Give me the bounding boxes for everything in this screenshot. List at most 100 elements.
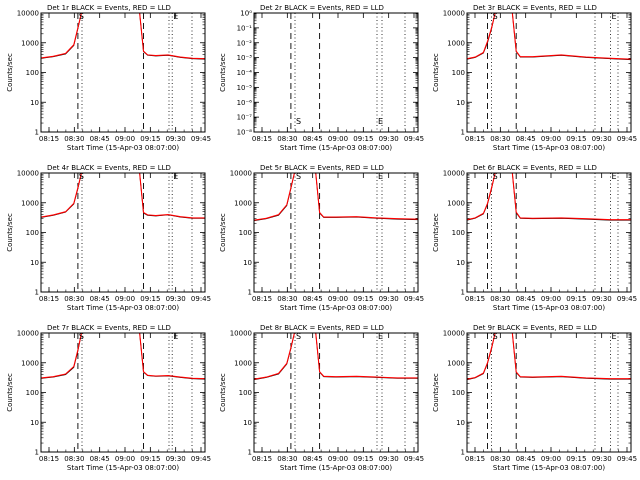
y-tick-label: 10000: [443, 330, 465, 338]
y-tick-label: 10⁻²: [237, 39, 253, 47]
y-tick-label: 100: [452, 389, 465, 397]
x-tick-label: 09:15: [140, 455, 160, 463]
series-line-events: [41, 13, 205, 60]
x-tick-label: 09:45: [404, 135, 424, 143]
x-tick-label: 08:15: [39, 455, 59, 463]
x-axis-label: Start Time (15-Apr-03 08:07:00): [280, 304, 392, 312]
x-tick-label: 09:15: [566, 295, 586, 303]
marker-label: S: [493, 332, 498, 341]
x-tick-label: 09:00: [328, 455, 348, 463]
chart-title: Det 3r BLACK = Events, RED = LLD: [473, 4, 597, 12]
x-tick-label: 09:45: [617, 455, 637, 463]
y-tick-label: 10⁻⁸: [237, 129, 253, 137]
plot-frame: [466, 12, 632, 133]
chart-panel: Det 8r BLACK = Events, RED = LLD Counts/s…: [219, 324, 424, 472]
y-tick-label: 10: [456, 419, 465, 427]
x-axis-label: Start Time (15-Apr-03 08:07:00): [67, 464, 179, 472]
x-tick-label: 08:30: [490, 455, 510, 463]
x-tick-label: 08:45: [516, 455, 536, 463]
x-tick-label: 09:45: [404, 455, 424, 463]
y-tick-label: 10⁻⁶: [237, 99, 253, 107]
y-axis-label: Counts/sec: [6, 373, 14, 412]
x-axis-label: Start Time (15-Apr-03 08:07:00): [280, 144, 392, 152]
y-tick-label: 10: [30, 419, 39, 427]
series-line-lld: [41, 333, 205, 380]
y-axis-label: Counts/sec: [219, 213, 227, 252]
marker-label: E: [173, 172, 178, 181]
x-tick-label: 09:45: [617, 135, 637, 143]
x-tick-label: 09:45: [191, 135, 211, 143]
chart-title: Det 7r BLACK = Events, RED = LLD: [47, 324, 171, 332]
x-tick-label: 09:45: [191, 455, 211, 463]
y-tick-label: 1: [248, 289, 252, 297]
y-tick-label: 10⁻¹: [237, 24, 253, 32]
y-axis-label: Counts/sec: [6, 53, 14, 92]
x-tick-label: 08:45: [303, 295, 323, 303]
x-tick-label: 09:45: [191, 295, 211, 303]
x-tick-label: 08:30: [277, 455, 297, 463]
x-tick-label: 08:15: [252, 295, 272, 303]
y-tick-label: 1000: [234, 359, 252, 367]
x-tick-label: 08:15: [39, 295, 59, 303]
x-tick-label: 09:00: [541, 295, 561, 303]
marker-label: S: [296, 172, 301, 181]
x-tick-label: 09:30: [592, 455, 612, 463]
chart-title: Det 5r BLACK = Events, RED = LLD: [260, 164, 384, 172]
chart-panel: Det 2r BLACK = Events, RED = LLD Counts/s…: [219, 4, 424, 152]
x-tick-label: 08:15: [465, 455, 485, 463]
x-tick-label: 08:15: [252, 455, 272, 463]
x-tick-label: 09:30: [592, 135, 612, 143]
x-tick-label: 09:45: [404, 295, 424, 303]
y-tick-label: 100: [26, 229, 39, 237]
y-axis-label: Counts/sec: [432, 213, 440, 252]
y-tick-label: 10000: [17, 10, 39, 18]
x-tick-label: 08:45: [90, 455, 110, 463]
x-tick-label: 08:15: [465, 295, 485, 303]
y-tick-label: 1000: [234, 199, 252, 207]
y-tick-label: 1000: [21, 39, 39, 47]
marker-label: S: [79, 12, 84, 21]
y-tick-label: 10: [456, 259, 465, 267]
x-tick-label: 08:45: [90, 135, 110, 143]
y-tick-label: 1: [461, 289, 465, 297]
y-tick-label: 10: [30, 259, 39, 267]
y-tick-label: 10⁻³: [237, 54, 253, 62]
series-line-events: [254, 173, 418, 222]
plot-frame: [466, 172, 632, 293]
series-line-lld: [467, 13, 631, 60]
y-tick-label: 1000: [447, 39, 465, 47]
marker-label: E: [378, 172, 383, 181]
series-line-lld: [467, 333, 631, 380]
x-tick-label: 08:15: [465, 135, 485, 143]
y-tick-label: 1: [35, 449, 39, 457]
series-line-lld: [254, 173, 418, 221]
x-tick-label: 09:00: [328, 295, 348, 303]
x-tick-label: 09:15: [140, 135, 160, 143]
chart-title: Det 1r BLACK = Events, RED = LLD: [47, 4, 171, 12]
chart-panel: Det 7r BLACK = Events, RED = LLD Counts/s…: [6, 324, 211, 472]
y-tick-label: 10⁻⁷: [237, 114, 253, 122]
x-tick-label: 08:30: [64, 455, 84, 463]
chart-title: Det 2r BLACK = Events, RED = LLD: [260, 4, 384, 12]
y-axis-label: Counts/sec: [219, 53, 227, 92]
plot-frame: [40, 172, 206, 293]
y-tick-label: 10: [243, 419, 252, 427]
y-tick-label: 1: [35, 129, 39, 137]
y-tick-label: 10000: [443, 10, 465, 18]
series-line-lld: [254, 333, 418, 380]
x-axis-label: Start Time (15-Apr-03 08:07:00): [493, 304, 605, 312]
x-axis-label: Start Time (15-Apr-03 08:07:00): [67, 304, 179, 312]
marker-label: E: [612, 12, 617, 21]
x-tick-label: 08:45: [516, 135, 536, 143]
y-tick-label: 1: [35, 289, 39, 297]
plot-frame: [40, 12, 206, 133]
y-axis-label: Counts/sec: [432, 53, 440, 92]
series-line-events: [41, 333, 205, 380]
x-tick-label: 09:15: [353, 455, 373, 463]
x-tick-label: 08:30: [64, 135, 84, 143]
chart-panel: Det 6r BLACK = Events, RED = LLD Counts/s…: [432, 164, 637, 312]
x-tick-label: 09:30: [166, 455, 186, 463]
x-tick-label: 09:30: [166, 295, 186, 303]
x-tick-label: 09:30: [379, 455, 399, 463]
